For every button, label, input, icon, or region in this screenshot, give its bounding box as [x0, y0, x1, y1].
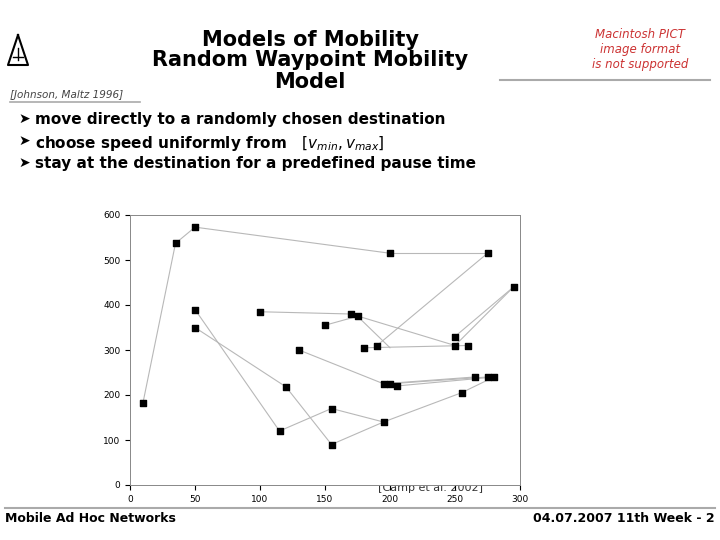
Point — [274, 427, 285, 435]
Point — [254, 307, 266, 316]
Text: [Camp et al. 2002]: [Camp et al. 2002] — [377, 483, 482, 493]
Point — [449, 332, 461, 341]
Point — [170, 239, 181, 248]
Point — [378, 380, 390, 388]
Text: Random Waypoint Mobility: Random Waypoint Mobility — [152, 50, 468, 70]
Point — [488, 373, 500, 381]
Point — [456, 388, 467, 397]
Point — [138, 399, 149, 407]
Point — [508, 282, 519, 291]
Text: ➤: ➤ — [18, 156, 30, 170]
Text: stay at the destination for a predefined pause time: stay at the destination for a predefined… — [35, 156, 476, 171]
Point — [462, 341, 474, 350]
Point — [352, 312, 364, 321]
Point — [189, 323, 201, 332]
Text: ➤: ➤ — [18, 134, 30, 148]
Text: Model: Model — [274, 72, 346, 92]
Point — [359, 343, 370, 352]
Point — [482, 249, 493, 258]
Point — [325, 440, 337, 449]
Text: Macintosh PICT
image format
is not supported: Macintosh PICT image format is not suppo… — [592, 28, 688, 71]
Text: ➤: ➤ — [18, 112, 30, 126]
Point — [384, 249, 396, 258]
Point — [319, 321, 330, 329]
Point — [469, 373, 480, 381]
Point — [325, 404, 337, 413]
Point — [189, 223, 201, 232]
Point — [449, 341, 461, 350]
Text: Mobile Ad Hoc Networks: Mobile Ad Hoc Networks — [5, 512, 176, 525]
Point — [384, 380, 396, 388]
Point — [293, 346, 305, 354]
Point — [482, 373, 493, 381]
Text: move directly to a randomly chosen destination: move directly to a randomly chosen desti… — [35, 112, 446, 127]
Point — [189, 305, 201, 314]
Point — [391, 382, 402, 390]
Text: [Johnson, Maltz 1996]: [Johnson, Maltz 1996] — [10, 90, 123, 100]
Point — [280, 382, 292, 391]
Text: Models of Mobility: Models of Mobility — [202, 30, 418, 50]
Point — [378, 417, 390, 426]
Text: choose speed uniformly from   $[v_{min}, v_{max}]$: choose speed uniformly from $[v_{min}, v… — [35, 134, 384, 153]
Point — [346, 309, 357, 318]
Point — [372, 341, 383, 350]
Text: 04.07.2007 11th Week - 2: 04.07.2007 11th Week - 2 — [534, 512, 715, 525]
